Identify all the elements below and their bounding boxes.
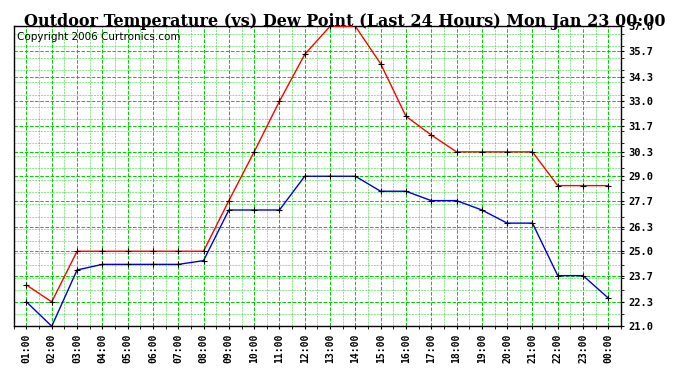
- Text: Outdoor Temperature (vs) Dew Point (Last 24 Hours) Mon Jan 23 00:00: Outdoor Temperature (vs) Dew Point (Last…: [24, 13, 666, 30]
- Text: Copyright 2006 Curtronics.com: Copyright 2006 Curtronics.com: [17, 32, 180, 42]
